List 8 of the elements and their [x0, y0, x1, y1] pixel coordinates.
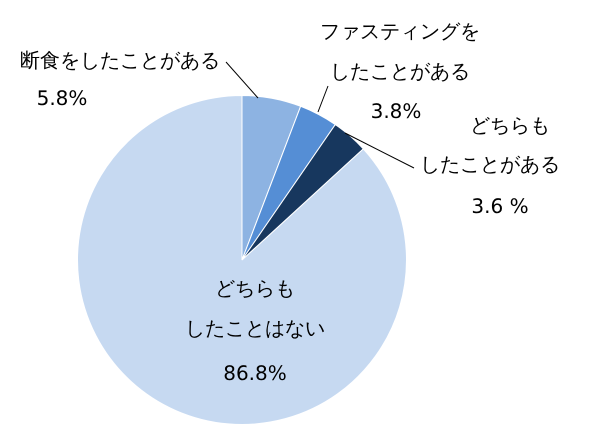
slice-label: どちらもしたことがある: [420, 113, 560, 176]
slice-label: どちらもしたことはない: [185, 276, 325, 340]
slice-label: ファスティングをしたことがある: [320, 19, 480, 84]
data-label: 3.8%: [370, 99, 422, 124]
slice-label: 断食をしたことがある: [20, 48, 220, 72]
data-label: 86.8%: [223, 361, 287, 386]
data-label: 5.8%: [36, 86, 88, 110]
data-label: 3.6 %: [471, 194, 529, 218]
